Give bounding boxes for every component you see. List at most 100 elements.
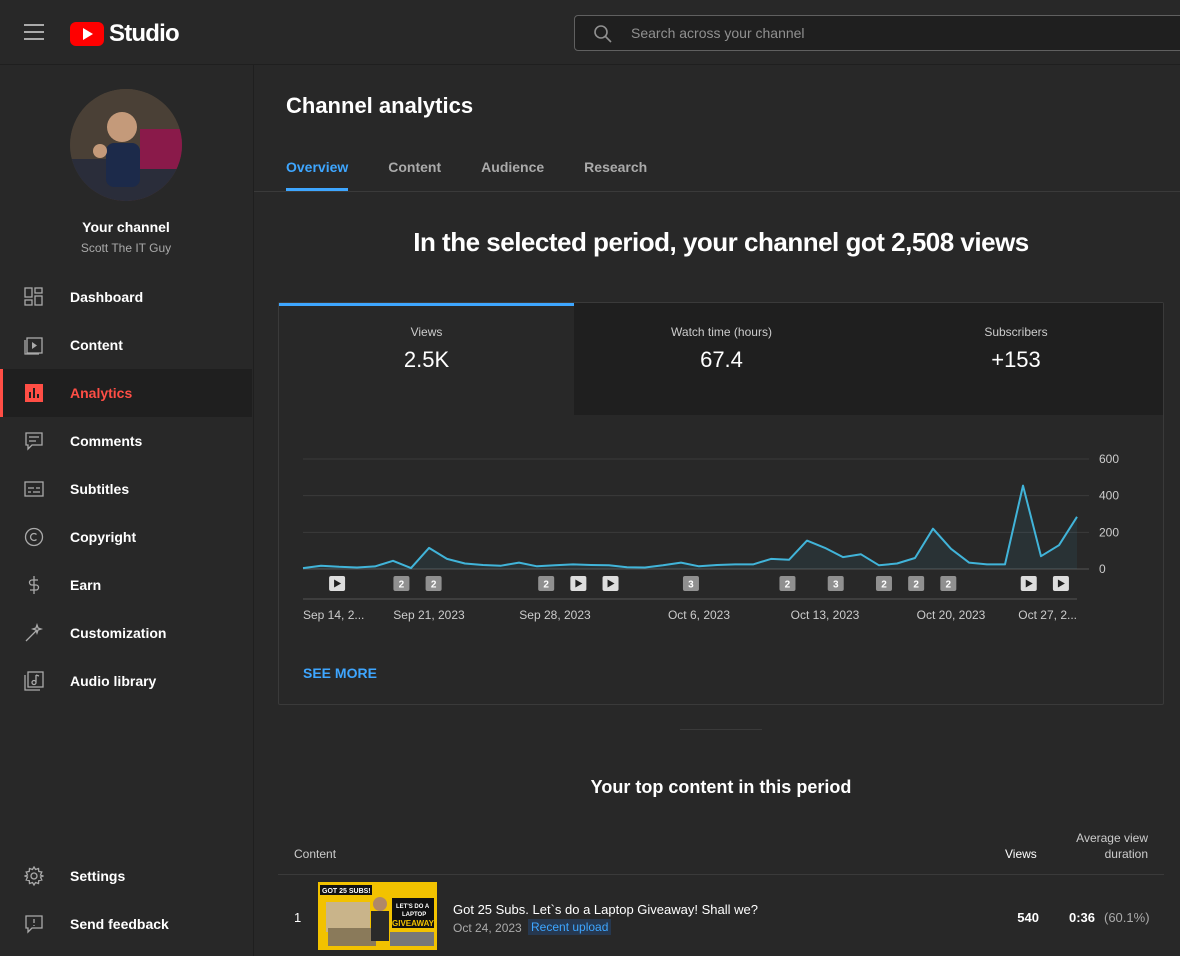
channel-avatar[interactable] bbox=[70, 89, 182, 201]
search-box[interactable] bbox=[574, 15, 1180, 51]
data-point bbox=[859, 552, 863, 556]
x-tick-label: Oct 27, 2... bbox=[1018, 608, 1077, 622]
sidebar-bottom: Settings Send feedback bbox=[0, 852, 252, 948]
sidebar-item-send-feedback[interactable]: Send feedback bbox=[0, 900, 252, 948]
sidebar-item-earn[interactable]: Earn bbox=[0, 561, 252, 609]
upload-marker-count: 2 bbox=[393, 576, 410, 591]
upload-marker-count: 2 bbox=[425, 576, 442, 591]
data-point bbox=[1003, 562, 1007, 566]
data-point bbox=[481, 563, 485, 567]
y-tick-label: 400 bbox=[1099, 489, 1119, 503]
svg-text:3: 3 bbox=[833, 580, 839, 591]
sidebar-item-dashboard[interactable]: Dashboard bbox=[0, 273, 252, 321]
svg-text:3: 3 bbox=[688, 580, 694, 591]
gear-icon bbox=[24, 866, 44, 886]
svg-text:2: 2 bbox=[399, 580, 405, 591]
data-point bbox=[931, 527, 935, 531]
upload-marker-count: 3 bbox=[827, 576, 844, 591]
column-header-views[interactable]: Views bbox=[1005, 847, 1037, 861]
data-point bbox=[751, 562, 755, 566]
svg-text:2: 2 bbox=[785, 580, 791, 591]
sidebar-item-label: Settings bbox=[70, 868, 126, 884]
data-point bbox=[967, 561, 971, 565]
row-avg-duration: 0:36 bbox=[1069, 910, 1096, 925]
data-point bbox=[391, 559, 395, 563]
page-title: Channel analytics bbox=[286, 93, 474, 118]
data-point bbox=[319, 564, 323, 568]
main-content: Channel analytics Overview Content Audie… bbox=[254, 65, 1180, 956]
video-date: Oct 24, 2023 bbox=[453, 921, 522, 935]
sidebar-item-label: Send feedback bbox=[70, 916, 169, 932]
top-bar: Studio bbox=[0, 0, 1180, 65]
table-row[interactable]: 1 GOT 25 SUBS! LET'S DO A LAPTOP GIVEAWA… bbox=[278, 875, 1164, 956]
data-point bbox=[337, 565, 341, 569]
data-point bbox=[733, 562, 737, 566]
thumbnail-text: GIVEAWAY? bbox=[392, 919, 437, 928]
sidebar-item-label: Dashboard bbox=[70, 289, 144, 305]
sidebar-item-label: Content bbox=[70, 337, 123, 353]
customization-icon bbox=[25, 623, 44, 642]
y-tick-label: 0 bbox=[1099, 562, 1106, 576]
data-point bbox=[823, 546, 827, 550]
data-point bbox=[355, 566, 359, 570]
tab-research[interactable]: Research bbox=[584, 159, 648, 175]
content-icon bbox=[24, 337, 43, 355]
search-input[interactable] bbox=[631, 16, 1171, 50]
feedback-icon bbox=[25, 915, 43, 934]
sidebar-item-label: Subtitles bbox=[70, 481, 130, 497]
data-point bbox=[643, 566, 647, 570]
data-point bbox=[949, 547, 953, 551]
tab-audience[interactable]: Audience bbox=[481, 159, 545, 175]
sidebar-item-settings[interactable]: Settings bbox=[0, 852, 252, 900]
menu-icon[interactable] bbox=[24, 24, 44, 42]
y-tick-label: 200 bbox=[1099, 525, 1119, 539]
metric-tab-views[interactable]: Views 2.5K bbox=[279, 303, 574, 415]
data-point bbox=[805, 539, 809, 543]
x-tick-label: Sep 14, 2... bbox=[303, 608, 364, 622]
column-header-avg-duration-line1[interactable]: Average view bbox=[1076, 831, 1148, 845]
metric-label: Subscribers bbox=[984, 325, 1048, 339]
earn-icon bbox=[28, 576, 40, 594]
x-tick-label: Oct 6, 2023 bbox=[668, 608, 730, 622]
upload-marker-count: 2 bbox=[779, 576, 796, 591]
x-tick-label: Oct 20, 2023 bbox=[917, 608, 986, 622]
studio-logo[interactable]: Studio bbox=[70, 20, 180, 48]
table-header-divider bbox=[278, 874, 1164, 875]
tab-overview[interactable]: Overview bbox=[286, 159, 349, 191]
upload-marker-play-icon bbox=[570, 576, 587, 591]
views-line-chart[interactable]: 0 200 400 600 2 2 2 3 2 3 2 2 2 Sep 14, 2... Sep 21, 2… bbox=[279, 443, 1163, 653]
dashboard-icon bbox=[24, 287, 43, 306]
metric-tab-watch-time[interactable]: Watch time (hours) 67.4 bbox=[574, 303, 869, 415]
sidebar-item-comments[interactable]: Comments bbox=[0, 417, 252, 465]
see-more-link[interactable]: SEE MORE bbox=[303, 665, 377, 681]
y-tick-label: 600 bbox=[1099, 452, 1119, 466]
upload-marker-count: 2 bbox=[875, 576, 892, 591]
data-point bbox=[607, 563, 611, 567]
overview-card: Views 2.5K Watch time (hours) 67.4 Subsc… bbox=[278, 302, 1164, 705]
sidebar-item-content[interactable]: Content bbox=[0, 321, 252, 369]
data-point bbox=[463, 562, 467, 566]
analytics-icon bbox=[25, 384, 43, 402]
data-point bbox=[427, 546, 431, 550]
metric-tab-subscribers[interactable]: Subscribers +153 bbox=[869, 303, 1163, 415]
data-point bbox=[787, 558, 791, 562]
data-point bbox=[301, 566, 305, 570]
data-point bbox=[553, 563, 557, 567]
column-header-content: Content bbox=[294, 847, 337, 861]
sidebar-item-customization[interactable]: Customization bbox=[0, 609, 252, 657]
sidebar: Your channel Scott The IT Guy Dashboard … bbox=[0, 65, 254, 956]
tab-content[interactable]: Content bbox=[388, 159, 442, 175]
sidebar-item-label: Audio library bbox=[70, 673, 157, 689]
video-title[interactable]: Got 25 Subs. Let`s do a Laptop Giveaway!… bbox=[453, 902, 758, 917]
x-tick-label: Sep 28, 2023 bbox=[519, 608, 591, 622]
sidebar-item-copyright[interactable]: Copyright bbox=[0, 513, 252, 561]
sidebar-item-analytics[interactable]: Analytics bbox=[0, 369, 252, 417]
column-header-avg-duration-line2[interactable]: duration bbox=[1104, 847, 1148, 861]
recent-upload-badge: Recent upload bbox=[528, 919, 612, 935]
video-thumbnail[interactable]: GOT 25 SUBS! LET'S DO A LAPTOP GIVEAWAY? bbox=[318, 882, 437, 950]
sidebar-item-audio-library[interactable]: Audio library bbox=[0, 657, 252, 705]
sidebar-item-subtitles[interactable]: Subtitles bbox=[0, 465, 252, 513]
section-divider bbox=[680, 729, 762, 730]
data-point bbox=[535, 564, 539, 568]
metric-value: +153 bbox=[991, 347, 1041, 372]
